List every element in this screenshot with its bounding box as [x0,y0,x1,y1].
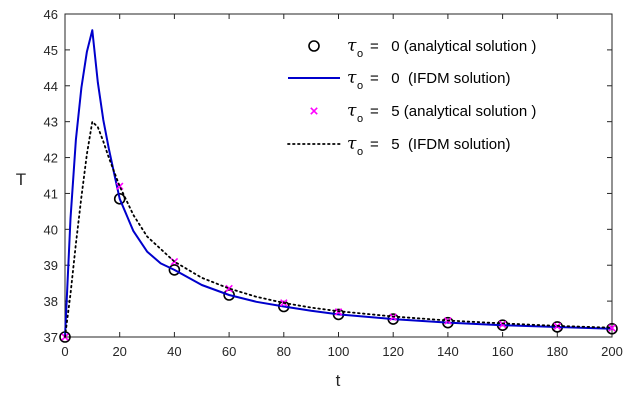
x-tick-label-180: 180 [546,344,568,359]
y-axis-label: T [16,170,26,189]
legend-item-0: τ o = 0 (analytical solution ) [308,36,536,60]
legend-tau-sub-0: o [357,48,363,60]
series-2-point-10 [608,324,616,332]
x-tick-label-160: 160 [492,344,514,359]
legend-label-3: = 5 (IFDM solution) [370,136,510,153]
x-axis-label: t [336,371,341,390]
legend: τ o = 0 (analytical solution )τ o = 0 (IFDM … [287,36,536,158]
legend-label-2: = 5 (analytical solution ) [370,103,536,120]
series-2-point-10-stroke-b [608,324,616,332]
y-tick-label-44: 44 [44,79,58,94]
y-tick-label-37: 37 [44,330,58,345]
legend-tau-3: τ [347,134,357,154]
series-1-line [64,29,613,338]
series-3-line [64,120,613,338]
legend-marker-2 [310,107,318,115]
legend-tau-2: τ [347,101,357,121]
y-tick-label-40: 40 [44,222,58,237]
legend-marker-0 [308,40,320,52]
x-tick-label-140: 140 [437,344,459,359]
y-tick-label-42: 42 [44,151,58,166]
x-tick-label-80: 80 [277,344,291,359]
legend-label-0: = 0 (analytical solution ) [370,38,536,55]
x-tick-label-60: 60 [222,344,236,359]
x-tick-label-100: 100 [328,344,350,359]
plot-area: 0 20 40 60 80 100 120 140 160 180 200 37 38 39 40 41 42 4… [44,7,623,359]
y-tick-label-39: 39 [44,258,58,273]
y-tick-label-43: 43 [44,115,58,130]
y-tick-label-38: 38 [44,294,58,309]
series-0-point-3 [223,289,235,301]
x-tick-label-20: 20 [112,344,126,359]
x-tick-label-200: 200 [601,344,623,359]
series-0-point-2 [168,264,181,276]
x-tick-label-0: 0 [61,344,68,359]
series-2-point-8-stroke-b [498,320,507,329]
legend-marker-2-stroke-b [310,107,318,115]
legend-item-1: τ o = 0 (IFDM solution) [288,68,510,92]
x-tick-label-40: 40 [167,344,181,359]
legend-tau-sub-2: o [357,113,363,125]
legend-tau-1: τ [347,68,357,88]
y-tick-label-46: 46 [44,7,58,22]
series-2-point-8 [498,320,507,329]
legend-tau-sub-1: o [357,80,363,92]
series-2-point-3-stroke-b [225,284,233,293]
series-2-point-1 [115,182,124,191]
legend-item-2: τ o = 5 (analytical solution ) [310,101,536,125]
x-tick-label-120: 120 [382,344,404,359]
legend-tau-sub-3: o [357,146,363,158]
legend-label-1: = 0 (IFDM solution) [370,70,510,87]
y-tick-label-45: 45 [44,43,58,58]
series-2-point-1-stroke-b [115,182,124,191]
legend-item-3: τ o = 5 (IFDM solution) [287,134,510,158]
y-tick-label-41: 41 [44,186,58,201]
series-2-point-3 [225,284,233,293]
legend-tau-0: τ [347,36,357,56]
